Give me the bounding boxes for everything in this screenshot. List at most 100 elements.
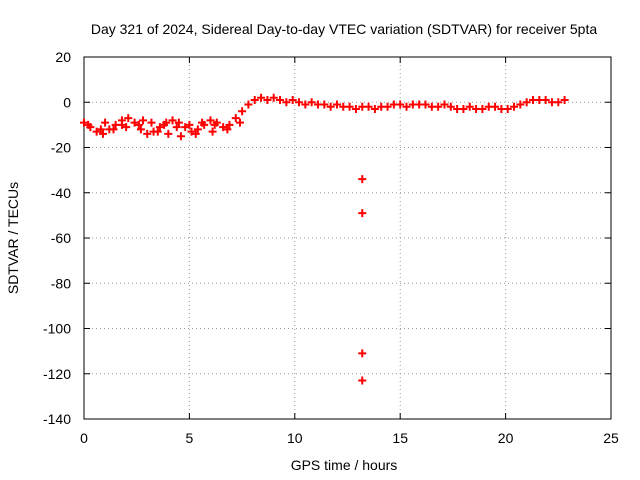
data-point xyxy=(345,102,354,111)
y-tick-label: 0 xyxy=(63,94,71,110)
data-series xyxy=(80,93,569,385)
y-tick-label: -120 xyxy=(43,366,71,382)
data-point xyxy=(147,118,156,127)
data-point xyxy=(172,123,181,132)
data-point xyxy=(210,120,219,129)
data-point xyxy=(109,125,118,134)
data-point xyxy=(238,107,247,116)
data-point xyxy=(503,105,512,114)
ticks: 0 5 10 15 20 25 -140 -120 -100 -80 -60 -40 -20 0 20 xyxy=(43,49,619,446)
y-tick-label: -100 xyxy=(43,321,71,337)
data-point xyxy=(122,123,131,132)
data-point xyxy=(130,118,139,127)
data-point xyxy=(101,118,110,127)
data-point xyxy=(92,127,101,136)
data-point xyxy=(223,125,232,134)
data-point xyxy=(370,105,379,114)
data-point xyxy=(181,123,190,132)
data-point xyxy=(282,98,291,107)
y-tick-label: 20 xyxy=(55,49,71,65)
x-tick-label: 25 xyxy=(603,430,619,446)
data-point xyxy=(421,100,430,109)
data-point xyxy=(440,100,449,109)
data-point xyxy=(491,102,500,111)
data-point xyxy=(124,114,133,123)
data-point xyxy=(143,129,152,138)
data-point xyxy=(522,98,531,107)
data-point xyxy=(208,127,217,136)
y-tick-label: -80 xyxy=(51,275,71,291)
data-point xyxy=(541,95,550,104)
data-point xyxy=(84,120,93,129)
data-point xyxy=(176,132,185,141)
data-point xyxy=(263,95,272,104)
data-point xyxy=(96,125,105,134)
data-point xyxy=(160,120,169,129)
data-point xyxy=(250,95,259,104)
y-tick-label: -140 xyxy=(43,411,71,427)
data-point xyxy=(168,116,177,125)
data-point xyxy=(301,100,310,109)
data-point xyxy=(185,120,194,129)
data-point xyxy=(187,127,196,136)
data-point xyxy=(510,102,519,111)
data-point xyxy=(554,98,563,107)
chart-title: Day 321 of 2024, Sidereal Day-to-day VTE… xyxy=(91,21,598,37)
plot-frame xyxy=(83,56,612,420)
data-point xyxy=(288,95,297,104)
data-point xyxy=(136,125,145,134)
data-point xyxy=(244,100,253,109)
data-point xyxy=(434,102,443,111)
x-axis-title: GPS time / hours xyxy=(291,457,398,473)
data-point xyxy=(98,129,107,138)
data-point xyxy=(358,209,367,218)
data-point xyxy=(459,105,468,114)
x-tick-label: 15 xyxy=(392,430,408,446)
x-tick-label: 10 xyxy=(287,430,303,446)
data-point xyxy=(364,102,373,111)
data-point xyxy=(198,118,207,127)
data-point xyxy=(235,118,244,127)
data-point xyxy=(257,93,266,102)
data-point xyxy=(231,114,240,123)
y-tick-label: -20 xyxy=(51,140,71,156)
data-point xyxy=(269,93,278,102)
data-point xyxy=(446,102,455,111)
data-point xyxy=(164,129,173,138)
data-point xyxy=(402,102,411,111)
data-point xyxy=(307,98,316,107)
data-point xyxy=(478,105,487,114)
data-point xyxy=(383,102,392,111)
x-tick-label: 20 xyxy=(498,430,514,446)
data-point xyxy=(225,120,234,129)
y-axis-title: SDTVAR / TECUs xyxy=(5,182,21,294)
data-point xyxy=(155,123,164,132)
y-tick-label: -60 xyxy=(51,230,71,246)
data-point xyxy=(276,95,285,104)
data-point xyxy=(117,120,126,129)
data-point xyxy=(332,100,341,109)
data-point xyxy=(560,95,569,104)
data-point xyxy=(358,349,367,358)
data-point xyxy=(219,123,228,132)
data-point xyxy=(358,376,367,385)
x-tick-label: 5 xyxy=(186,430,194,446)
data-point xyxy=(295,98,304,107)
data-point xyxy=(358,175,367,184)
data-point xyxy=(134,120,143,129)
data-point xyxy=(206,116,215,125)
y-tick-label: -40 xyxy=(51,185,71,201)
data-point xyxy=(174,118,183,127)
data-point xyxy=(139,116,148,125)
x-tick-label: 0 xyxy=(80,430,88,446)
data-point xyxy=(326,102,335,111)
data-point xyxy=(80,118,88,127)
grid xyxy=(84,57,611,419)
data-point xyxy=(193,125,202,134)
data-point xyxy=(351,105,360,114)
data-point xyxy=(465,102,474,111)
data-point xyxy=(191,129,200,138)
data-point xyxy=(320,100,329,109)
data-point xyxy=(516,100,525,109)
